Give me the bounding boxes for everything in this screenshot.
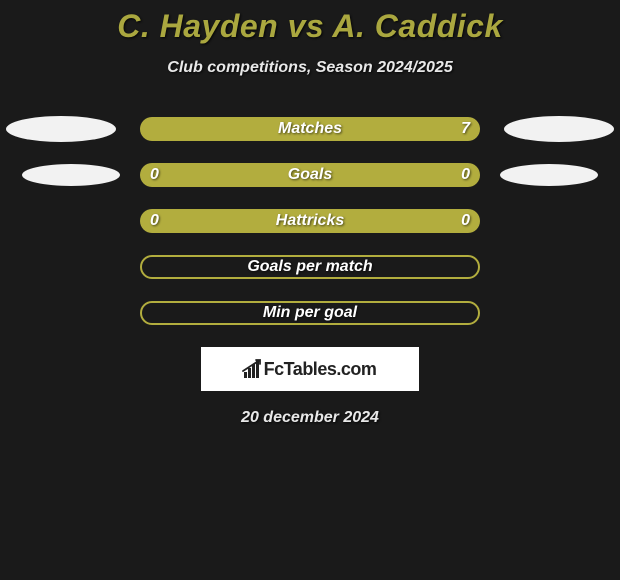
stat-label: Matches <box>278 120 342 138</box>
stat-label: Hattricks <box>276 212 344 230</box>
stat-label: Goals <box>288 166 332 184</box>
stat-row-hattricks: 0 Hattricks 0 <box>0 209 620 233</box>
stat-value-right: 0 <box>461 212 470 230</box>
ellipse-right <box>504 116 614 142</box>
stat-value-left: 0 <box>150 166 159 184</box>
stat-label: Min per goal <box>263 304 357 322</box>
stat-bar: Matches 7 <box>140 117 480 141</box>
stat-label: Goals per match <box>247 258 372 276</box>
chart-icon <box>244 360 259 378</box>
logo-box: FcTables.com <box>201 347 419 391</box>
ellipse-left <box>6 116 116 142</box>
ellipse-left <box>22 164 120 186</box>
subtitle: Club competitions, Season 2024/2025 <box>0 59 620 77</box>
page-title: C. Hayden vs A. Caddick <box>0 8 620 45</box>
logo-text: FcTables.com <box>264 359 377 380</box>
stat-bar: 0 Hattricks 0 <box>140 209 480 233</box>
stat-bar-hollow: Min per goal <box>140 301 480 325</box>
stat-bar: 0 Goals 0 <box>140 163 480 187</box>
trend-arrow-icon <box>242 358 264 372</box>
comparison-infographic: C. Hayden vs A. Caddick Club competition… <box>0 0 620 427</box>
ellipse-right <box>500 164 598 186</box>
stat-bar-hollow: Goals per match <box>140 255 480 279</box>
stat-row-goals-per-match: Goals per match <box>0 255 620 279</box>
stat-row-min-per-goal: Min per goal <box>0 301 620 325</box>
stat-row-matches: Matches 7 <box>0 117 620 141</box>
stat-row-goals: 0 Goals 0 <box>0 163 620 187</box>
stat-value-right: 7 <box>461 120 470 138</box>
date-line: 20 december 2024 <box>0 409 620 427</box>
stat-value-right: 0 <box>461 166 470 184</box>
stat-value-left: 0 <box>150 212 159 230</box>
stat-rows: Matches 7 0 Goals 0 0 Hattricks 0 <box>0 117 620 325</box>
